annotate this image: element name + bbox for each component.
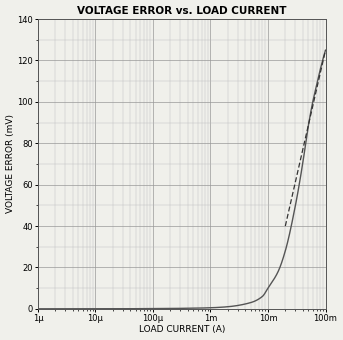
- Title: VOLTAGE ERROR vs. LOAD CURRENT: VOLTAGE ERROR vs. LOAD CURRENT: [77, 5, 286, 16]
- Y-axis label: VOLTAGE ERROR (mV): VOLTAGE ERROR (mV): [5, 115, 14, 214]
- X-axis label: LOAD CURRENT (A): LOAD CURRENT (A): [139, 325, 225, 335]
